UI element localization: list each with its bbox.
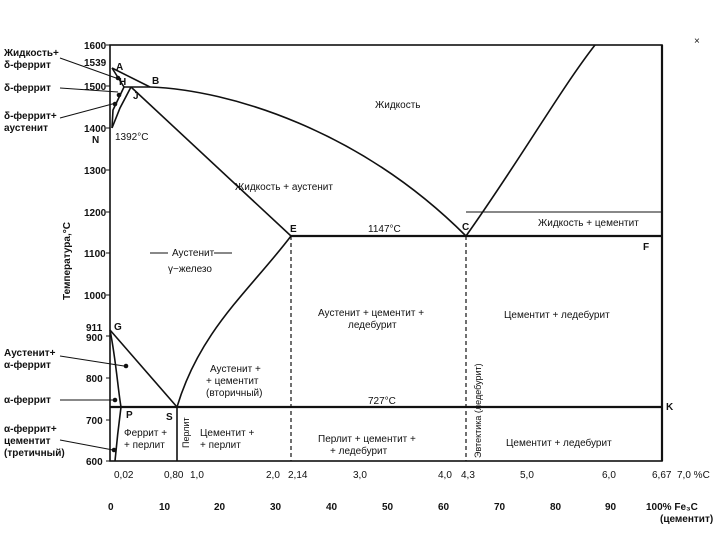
x-fe3c-tick-90: 90 (605, 502, 617, 513)
phase-lines (109, 44, 662, 462)
boundary-gp (109, 329, 122, 408)
label-alpha-cementite-2: цементит (4, 436, 51, 447)
x-fe3c-tick-60: 60 (438, 502, 450, 513)
y-tick-700: 700 (86, 416, 103, 427)
region-cem-pearlite-1: Цементит + (200, 428, 254, 439)
y-axis-title: Температура,°С (62, 222, 73, 300)
x-fe3c-tick-50: 50 (382, 502, 394, 513)
label-delta-ferrite: δ-феррит (4, 82, 51, 94)
x-fe3c-tick-20: 20 (214, 502, 226, 513)
region-ferrite-pearlite-2: + перлит (124, 440, 165, 451)
temp-1392: 1392°С (115, 132, 148, 143)
x-fe3c-tick-30: 30 (270, 502, 282, 513)
y-tick-1500: 1500 (84, 82, 107, 93)
liquidus-bc (149, 86, 467, 237)
point-a: A (116, 62, 123, 73)
label-liquid-delta-1: Жидкость+ (3, 48, 59, 59)
region-cem-ledeb-lower: Цементит + ледебурит (506, 437, 612, 449)
point-g: G (114, 322, 122, 333)
label-austenite-alpha-2: α-феррит (4, 359, 51, 371)
y-tick-1539: 1539 (84, 58, 107, 69)
region-liquid-cementite: Жидкость + цементит (538, 218, 639, 229)
liquidus-cd (465, 44, 596, 237)
point-n: N (92, 135, 99, 146)
point-h: H (119, 77, 126, 88)
x-fe3c-tick-100: 100% Fe₃C (646, 502, 698, 513)
point-p: P (126, 410, 133, 421)
y-tick-800: 800 (86, 374, 103, 385)
region-aus-cem-sec-3: (вторичный) (206, 388, 262, 399)
y-tick-1300: 1300 (84, 166, 107, 177)
point-b: B (152, 76, 159, 87)
x-tick-6-0: 6,0 (602, 470, 616, 481)
region-aus-cem-sec-2: + цементит (206, 376, 259, 387)
x-tick-5-0: 5,0 (520, 470, 534, 481)
marker-dots (111, 75, 129, 453)
label-delta-austenite-1: δ-феррит+ (4, 110, 57, 122)
region-aus-cem-ledeb-1: Аустенит + цементит + (318, 308, 424, 319)
point-k: K (666, 402, 674, 413)
boundary-jn (111, 86, 132, 129)
region-liquid-austenite: Жидкость + аустенит (235, 182, 333, 193)
temp-727: 727°С (368, 396, 396, 407)
label-austenite-alpha-1: Аустенит+ (4, 348, 56, 359)
x-tick-1-0: 1,0 (190, 470, 204, 481)
x-fe3c-tick-10: 10 (159, 502, 171, 513)
y-tick-1600: 1600 (84, 41, 107, 52)
point-f: F (643, 242, 649, 253)
region-cem-ledeb-upper: Цементит + ледебурит (504, 309, 610, 321)
corner-mark: × (694, 36, 700, 47)
x-tick-2-14: 2,14 (288, 470, 308, 481)
x-axis-suffix: (цементит) (660, 514, 713, 525)
region-ferrite-pearlite-1: Феррит + (124, 428, 167, 439)
y-tick-600: 600 (86, 457, 103, 468)
region-pearl-cem-ledeb-1: Перлит + цементит + (318, 434, 416, 445)
region-pearlite: Перлит (181, 417, 191, 448)
y-tick-1000: 1000 (84, 291, 107, 302)
region-liquid: Жидкость (375, 100, 421, 111)
label-alpha-cementite-1: α-феррит+ (4, 423, 57, 435)
label-delta-austenite-2: аустенит (4, 123, 48, 134)
region-gamma-iron: γ−железо (168, 264, 212, 275)
point-j: J (133, 91, 139, 102)
point-s: S (166, 412, 173, 423)
solidus-je (130, 86, 292, 237)
x-fe3c-tick-0: 0 (108, 502, 114, 513)
x-tick-4-0: 4,0 (438, 470, 452, 481)
y-tick-1200: 1200 (84, 208, 107, 219)
y-axis-ticks (106, 44, 110, 462)
x-fe3c-tick-40: 40 (326, 502, 338, 513)
temp-1147: 1147°С (368, 224, 401, 235)
label-liquid-delta-2: δ-феррит (4, 59, 51, 71)
x-tick-7-0-pct-c: 7,0 %С (677, 470, 710, 481)
y-tick-911: 911 (86, 323, 103, 334)
boundary-pq (114, 406, 122, 462)
leader-lines (59, 57, 125, 451)
liquidus-ab (111, 67, 151, 88)
x-tick-4-3: 4,3 (461, 470, 475, 481)
region-eutectic: Эвтектика (ледебурит) (473, 363, 483, 458)
label-alpha-ferrite: α-феррит (4, 394, 51, 406)
label-alpha-cementite-3: (третичный) (4, 448, 65, 459)
y-tick-900: 900 (86, 333, 103, 344)
x-fe3c-tick-70: 70 (494, 502, 506, 513)
region-aus-cem-sec-1: Аустенит + (210, 364, 261, 375)
x-fe3c-tick-80: 80 (550, 502, 562, 513)
region-austenite: Аустенит (172, 248, 215, 259)
x-tick-2-0: 2,0 (266, 470, 280, 481)
y-tick-1100: 1100 (84, 249, 106, 260)
boundary-gs (109, 329, 178, 408)
y-tick-1400: 1400 (84, 124, 107, 135)
solvus-es (176, 235, 292, 408)
x-tick-0-80: 0,80 (164, 470, 184, 481)
x-tick-6-67: 6,67 (652, 470, 672, 481)
point-c: C (462, 222, 469, 233)
region-cem-pearlite-2: + перлит (200, 440, 241, 451)
region-pearl-cem-ledeb-2: + ледебурит (330, 445, 388, 457)
point-e: E (290, 224, 297, 235)
x-tick-0-02: 0,02 (114, 470, 134, 481)
region-aus-cem-ledeb-2: ледебурит (348, 319, 397, 331)
x-tick-3-0: 3,0 (353, 470, 367, 481)
